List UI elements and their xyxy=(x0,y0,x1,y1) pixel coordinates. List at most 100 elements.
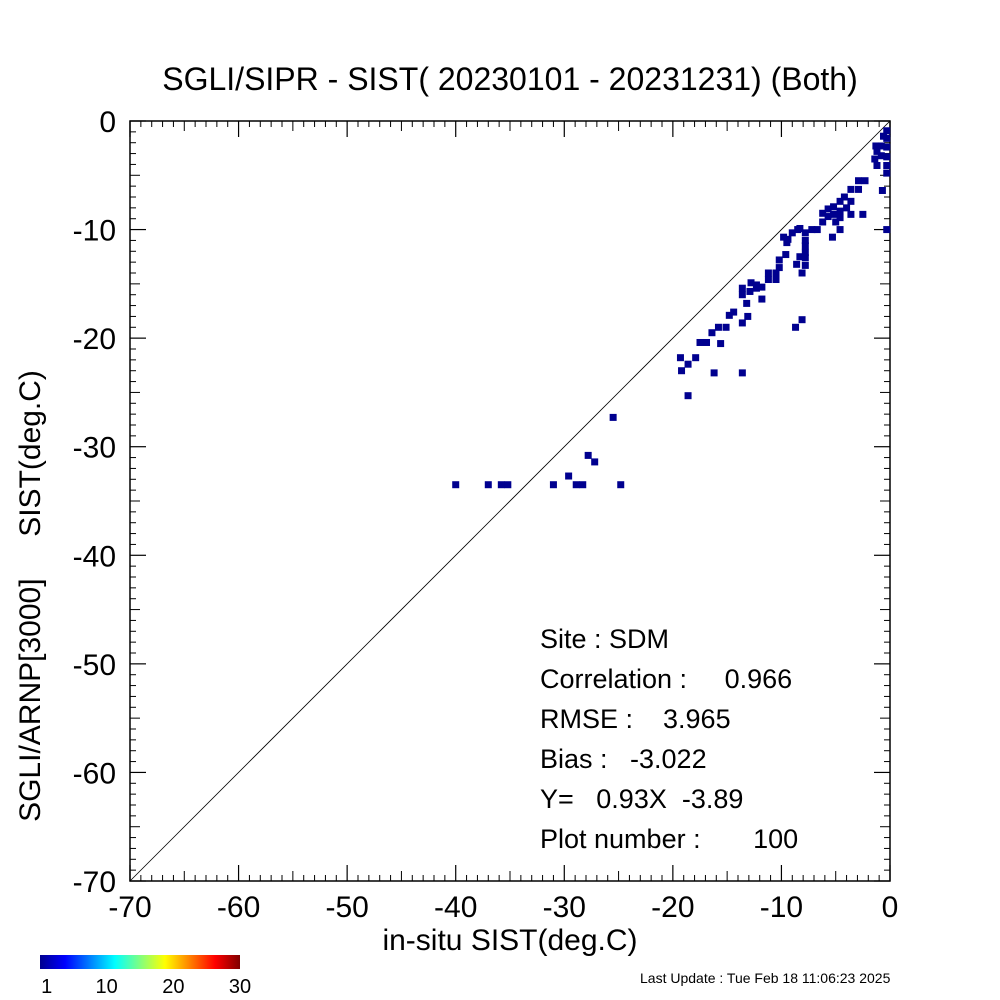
data-point xyxy=(788,229,796,237)
data-point xyxy=(801,261,809,269)
data-point xyxy=(883,226,891,234)
data-point xyxy=(792,323,800,331)
data-point xyxy=(738,369,746,377)
data-point xyxy=(877,152,885,160)
x-tick-label: -70 xyxy=(108,891,151,924)
y-axis-label: SGLI/ARNP[3000] SIST(deg.C) xyxy=(14,370,47,822)
colorbar xyxy=(40,955,240,969)
colorbar-tick-label: 10 xyxy=(96,976,118,998)
data-point xyxy=(484,481,492,489)
colorbar-tick-label: 20 xyxy=(162,976,184,998)
data-point xyxy=(744,312,752,320)
data-point xyxy=(738,291,746,299)
data-point xyxy=(775,256,783,264)
data-point xyxy=(824,213,832,221)
data-point xyxy=(758,283,766,291)
data-point xyxy=(873,147,881,155)
data-point xyxy=(784,235,792,243)
data-point xyxy=(801,242,809,250)
data-point xyxy=(808,226,816,234)
x-tick-label: -10 xyxy=(760,891,803,924)
data-point xyxy=(840,193,848,201)
data-point xyxy=(855,177,863,185)
data-point xyxy=(793,260,801,268)
data-point xyxy=(572,481,580,489)
y-tick-label: 0 xyxy=(99,106,116,139)
data-point xyxy=(725,311,733,319)
stat-regression: Y= 0.93X -3.89 xyxy=(540,784,743,814)
data-point xyxy=(565,472,573,480)
data-point xyxy=(883,153,891,161)
data-point xyxy=(684,392,692,400)
data-point xyxy=(678,367,686,375)
data-point xyxy=(855,185,863,193)
data-point xyxy=(873,162,881,170)
data-point xyxy=(847,197,855,205)
data-point xyxy=(801,254,809,262)
y-tick-label: -60 xyxy=(73,757,116,790)
y-tick-labels: 0 -10 -20 -30 -40 -50 -60 -70 xyxy=(73,106,116,899)
data-point xyxy=(801,236,809,244)
data-point xyxy=(801,229,809,237)
data-point xyxy=(819,209,827,217)
data-point xyxy=(883,127,891,135)
stat-site: Site : SDM xyxy=(540,624,669,654)
data-point xyxy=(836,207,844,215)
x-tick-label: 0 xyxy=(882,891,899,924)
data-point xyxy=(579,481,587,489)
data-point xyxy=(497,481,505,489)
data-point xyxy=(824,205,832,213)
data-points xyxy=(452,127,891,489)
last-update: Last Update : Tue Feb 18 11:06:23 2025 xyxy=(640,970,891,986)
data-point xyxy=(717,340,725,348)
data-point xyxy=(758,295,766,303)
data-point xyxy=(772,276,780,284)
data-point xyxy=(452,481,460,489)
data-point xyxy=(830,210,838,218)
x-tick-label: -60 xyxy=(217,891,260,924)
data-point xyxy=(843,204,851,212)
x-axis-label: in-situ SIST(deg.C) xyxy=(382,924,637,957)
stat-bias: Bias : -3.022 xyxy=(540,744,707,774)
colorbar-tick-label: 30 xyxy=(229,976,251,998)
x-tick-label: -50 xyxy=(325,891,368,924)
data-point xyxy=(684,360,692,368)
colorbar-labels: 1 10 20 30 xyxy=(41,976,251,998)
x-tick-label: -20 xyxy=(651,891,694,924)
data-point xyxy=(746,287,754,295)
data-point xyxy=(813,226,821,234)
data-point xyxy=(676,354,684,362)
data-point xyxy=(549,481,557,489)
data-point xyxy=(591,458,599,466)
data-point xyxy=(714,323,722,331)
data-point xyxy=(710,369,718,377)
data-point xyxy=(743,299,751,307)
data-point xyxy=(828,233,836,241)
data-point xyxy=(764,276,772,284)
data-point xyxy=(832,218,840,226)
data-point xyxy=(883,134,891,142)
data-point xyxy=(883,162,891,170)
data-point xyxy=(752,281,760,289)
one-to-one-line xyxy=(129,120,891,882)
y-tick-label: -30 xyxy=(73,432,116,465)
data-point xyxy=(584,451,592,459)
data-point xyxy=(819,218,827,226)
data-point xyxy=(617,481,625,489)
chart-title: SGLI/SIPR - SIST( 20230101 - 20231231) (… xyxy=(162,61,857,97)
x-tick-labels: -70 -60 -50 -40 -30 -20 -10 0 xyxy=(108,891,898,924)
data-point xyxy=(796,253,804,261)
data-point xyxy=(696,338,704,346)
data-point xyxy=(738,319,746,327)
data-point xyxy=(883,143,891,151)
data-point xyxy=(798,269,806,277)
data-point xyxy=(877,142,885,150)
data-point xyxy=(722,323,730,331)
stats-block: Site : SDM Correlation : 0.966 RMSE : 3.… xyxy=(540,624,798,854)
data-point xyxy=(878,186,886,194)
stat-rmse: RMSE : 3.965 xyxy=(540,704,731,734)
data-point xyxy=(798,316,806,324)
data-point xyxy=(780,233,788,241)
data-point xyxy=(772,269,780,277)
